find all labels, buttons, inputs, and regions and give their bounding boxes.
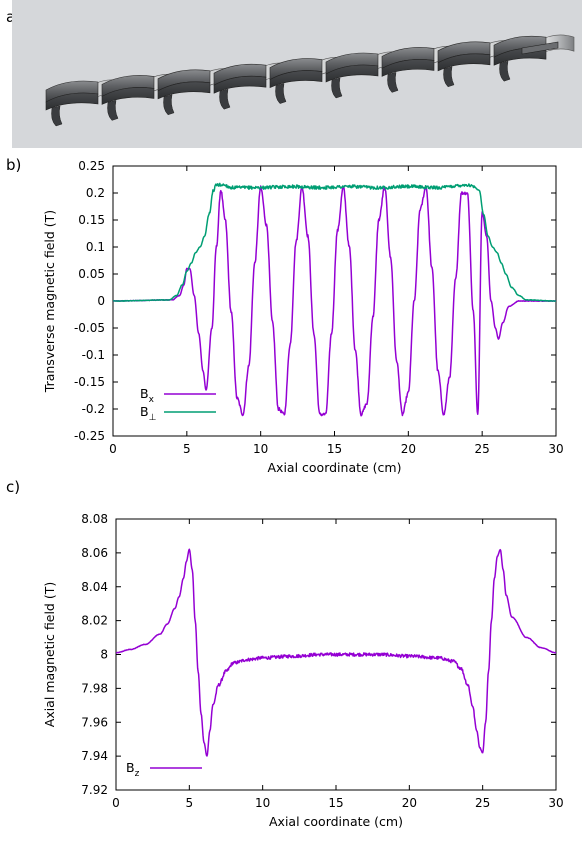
y-tick-label: 7.98: [81, 681, 108, 695]
y-tick-label: -0.1: [82, 348, 105, 362]
y-tick-label: 8.08: [81, 512, 108, 526]
y-tick-label: 8.02: [81, 614, 108, 628]
x-tick-label: 0: [109, 442, 117, 456]
x-tick-label: 20: [401, 442, 416, 456]
x-tick-label: 15: [327, 442, 342, 456]
magnet-segment: [493, 34, 575, 82]
helical-undulator-3d-render-icon: [45, 34, 575, 127]
y-tick-label: 0: [97, 294, 105, 308]
magnet-segment: [437, 40, 519, 88]
y-axis-title: Axial magnetic field (T): [42, 582, 57, 727]
x-tick-label: 10: [255, 796, 270, 810]
series-line-Bx: [113, 185, 556, 417]
x-tick-label: 10: [253, 442, 268, 456]
x-tick-label: 30: [548, 796, 563, 810]
x-axis-title: Axial coordinate (cm): [268, 460, 402, 475]
y-tick-label: 0.1: [86, 240, 105, 254]
x-tick-label: 5: [183, 442, 191, 456]
y-tick-label: -0.05: [74, 321, 105, 335]
x-tick-label: 15: [328, 796, 343, 810]
end-plate: [521, 41, 559, 55]
panel-label-b: b): [6, 156, 22, 174]
chart-transverse-field: 0 5 10 15 20 25 30 0.25 0.2 0.15 0.1 0.05 0 -0.05 -0.1…: [42, 159, 564, 475]
legend-label: Bz: [126, 760, 140, 779]
y-tick-label: 8.06: [81, 546, 108, 560]
x-tick-label: 25: [475, 796, 490, 810]
undulator-render-image: [12, 0, 582, 148]
y-tick-label: 0.2: [86, 186, 105, 200]
y-tick-label: 8: [100, 648, 108, 662]
panel-label-c: c): [6, 478, 21, 496]
y-tick-label: 0.05: [78, 267, 105, 281]
x-tick-label: 30: [548, 442, 563, 456]
y-tick-label: 0.25: [78, 159, 105, 173]
y-tick-label: -0.2: [82, 402, 105, 416]
x-tick-label: 5: [186, 796, 194, 810]
y-tick-label: -0.15: [74, 375, 105, 389]
legend-label: B⊥: [140, 404, 157, 423]
legend-label: Bx: [140, 386, 155, 405]
y-tick-label: 0.15: [78, 213, 105, 227]
chart-axial-field: 0 5 10 15 20 25 30 8.08 8.06 8.04 8.02 8 7.98 7.96 7.9…: [42, 512, 564, 829]
y-axis-title: Transverse magnetic field (T): [42, 210, 57, 393]
y-tick-label: 7.92: [81, 783, 108, 797]
y-tick-label: 8.04: [81, 580, 108, 594]
y-tick-label: -0.25: [74, 429, 105, 443]
y-tick-label: 7.94: [81, 749, 108, 763]
x-axis-title: Axial coordinate (cm): [269, 814, 403, 829]
series-line-Bz: [116, 548, 556, 757]
x-tick-label: 20: [402, 796, 417, 810]
series-line-B: [113, 182, 556, 302]
x-tick-label: 0: [112, 796, 120, 810]
y-tick-label: 7.96: [81, 715, 108, 729]
x-tick-label: 25: [475, 442, 490, 456]
